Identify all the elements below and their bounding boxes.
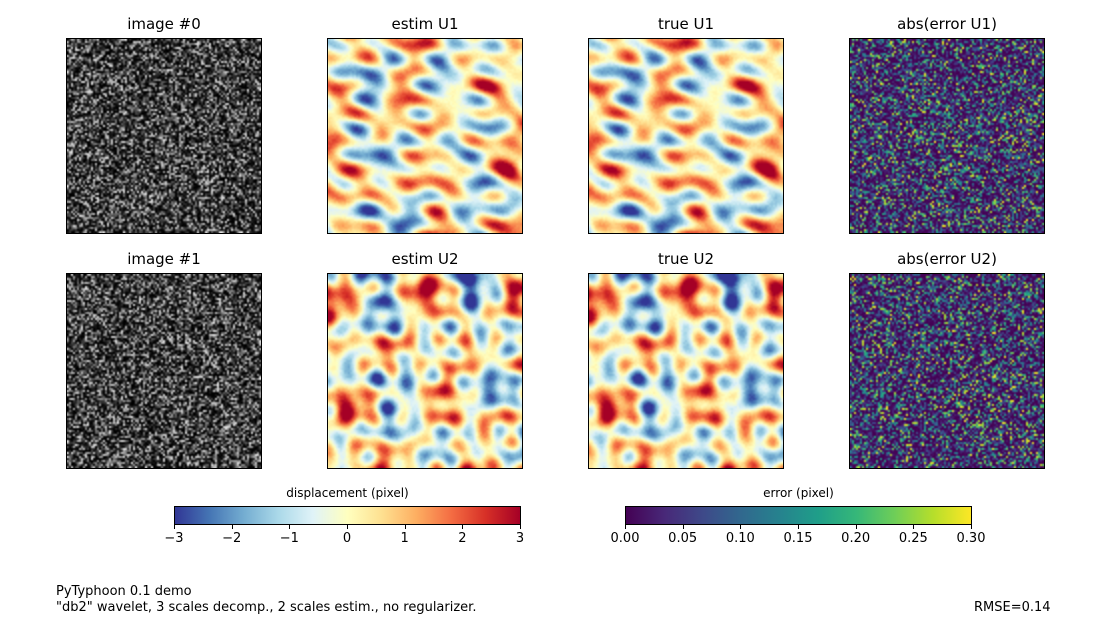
colorbar-tick [740,525,742,529]
colorbar-tick [231,525,233,529]
panel-image1 [66,273,262,469]
colorbar-tick [855,525,857,529]
heatmap-true-u2 [589,274,783,468]
colorbar-tick-label: 0.00 [610,531,640,546]
colorbar-tick [798,525,799,529]
colorbar-tick [520,525,521,529]
colorbar-tick-label: 0.15 [783,531,813,546]
panel-title-error-u1: abs(error U1) [897,15,997,33]
colorbar-tick-label: 0 [342,531,352,546]
colorbar-displacement [174,506,521,525]
colorbar-tick [625,525,626,529]
colorbar-tick [289,525,291,529]
colorbar-tick-label: 0.10 [725,531,755,546]
heatmap-error-u1 [850,39,1044,233]
panel-image0 [66,38,262,234]
panel-title-true-u2: true U2 [657,250,715,268]
heatmap-estim-u2 [328,274,522,468]
colorbar-tick [682,525,684,529]
colorbar-tick-label: −1 [279,531,299,546]
colorbar-error [625,506,972,525]
panel-title-image0: image #0 [127,15,201,33]
panel-title-true-u1: true U1 [657,15,715,33]
panel-estim-u1 [327,38,523,234]
heatmap-estim-u1 [328,39,522,233]
colorbar-tick-label: 0.30 [956,531,986,546]
panel-true-u2 [588,273,784,469]
panel-title-image1: image #1 [127,250,201,268]
colorbar-tick [913,525,915,529]
colorbar-displacement-label: displacement (pixel) [286,486,409,500]
colorbar-tick [404,525,406,529]
colorbar-tick [347,525,348,529]
panel-title-estim-u1: estim U1 [391,15,459,33]
colorbar-tick [174,525,175,529]
panel-error-u1 [849,38,1045,234]
colorbar-tick-label: −2 [222,531,242,546]
footer-title: PyTyphoon 0.1 demo [56,584,192,599]
colorbar-tick-label: −3 [164,531,184,546]
colorbar-tick-label: 0.20 [841,531,871,546]
colorbar-tick-label: 1 [400,531,409,546]
heatmap-error-u2 [850,274,1044,468]
panel-estim-u2 [327,273,523,469]
colorbar-tick-label: 0.25 [898,531,928,546]
colorbar-tick [971,525,972,529]
panel-title-error-u2: abs(error U2) [897,250,997,268]
heatmap-image0 [67,39,261,233]
heatmap-image1 [67,274,261,468]
colorbar-tick-label: 2 [458,531,467,546]
colorbar-tick-label: 0.05 [668,531,698,546]
colorbar-error-label: error (pixel) [763,486,834,500]
colorbar-tick [462,525,464,529]
panel-true-u1 [588,38,784,234]
panel-title-estim-u2: estim U2 [391,250,459,268]
footer-rmse: RMSE=0.14 [974,600,1051,615]
colorbar-tick-label: 3 [515,531,525,546]
heatmap-true-u1 [589,39,783,233]
panel-error-u2 [849,273,1045,469]
footer-description: "db2" wavelet, 3 scales decomp., 2 scale… [56,600,477,615]
